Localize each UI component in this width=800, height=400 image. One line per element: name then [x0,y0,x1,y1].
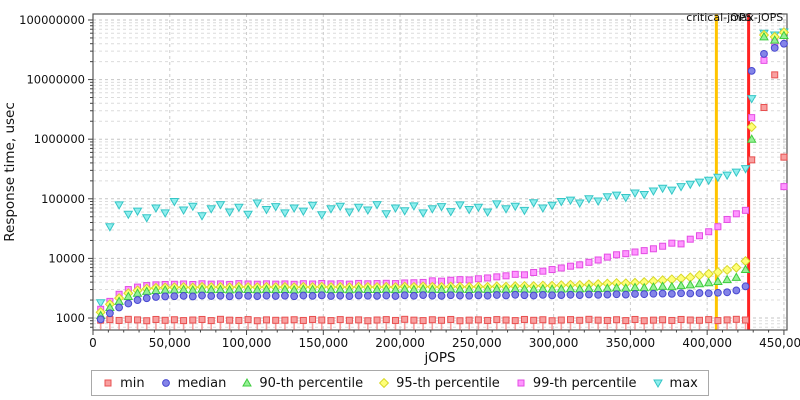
max-marker-icon [652,377,664,389]
series-median-points [96,39,788,324]
series-p90-points [95,30,789,320]
chart-plot-svg: 1000 10000 100000 1000000 10000000 100000000 0… [2,11,800,366]
chart-legend: min median 90-th percentile 95-th percen… [0,370,800,396]
legend-box: min median 90-th percentile 95-th percen… [91,370,709,396]
legend-item-min: min [102,376,145,391]
legend-label-90th: 90-th percentile [259,375,364,391]
series-min-points [97,71,788,330]
p90-marker-icon [241,377,253,389]
legend-label-max: max [669,375,698,391]
legend-label-min: min [120,375,145,391]
x-tick-label: 400,000 [682,336,732,350]
y-tick-label: 10000 [48,251,85,265]
series-max-points [95,28,789,308]
plot-border [92,13,788,331]
x-tick-label: 100,000 [222,336,272,350]
x-axis-title: jOPS [423,350,455,366]
legend-label-median: median [177,375,227,391]
legend-label-99th: 99-th percentile [532,375,637,391]
y-tick-label: 1000 [56,311,85,325]
y-tick-label: 1000000 [34,132,85,146]
x-tick-label: 0 [89,336,97,350]
y-axis-title: Response time, usec [2,102,18,242]
median-marker-icon [160,377,172,389]
y-tick-label: 100000 [41,192,85,206]
legend-item-max: max [652,376,698,391]
p99-marker-icon [515,377,527,389]
legend-item-90th-percentile: 90-th percentile [241,376,363,391]
x-tick-label: 300,000 [529,336,579,350]
critical-jops-label: critical-jOPS [686,11,752,24]
max-jops-label: max-jOPS [730,11,783,24]
series-p95-points [95,27,790,318]
x-tick-label: 350,000 [606,336,656,350]
y-tick-label: 100000000 [19,13,85,27]
p95-marker-icon [378,377,390,389]
x-tick-label: 150,000 [298,336,348,350]
min-marker-icon [102,377,114,389]
x-tick-label: 50,000 [149,336,191,350]
legend-item-99th-percentile: 99-th percentile [515,376,637,391]
x-tick-label: 250,000 [452,336,502,350]
legend-item-95th-percentile: 95-th percentile [378,376,500,391]
x-tick-label: 200,000 [375,336,425,350]
x-tick-label: 450,000 [759,336,800,350]
legend-item-median: median [160,375,227,391]
legend-label-95th: 95-th percentile [396,375,500,391]
y-tick-label: 10000000 [26,73,85,87]
